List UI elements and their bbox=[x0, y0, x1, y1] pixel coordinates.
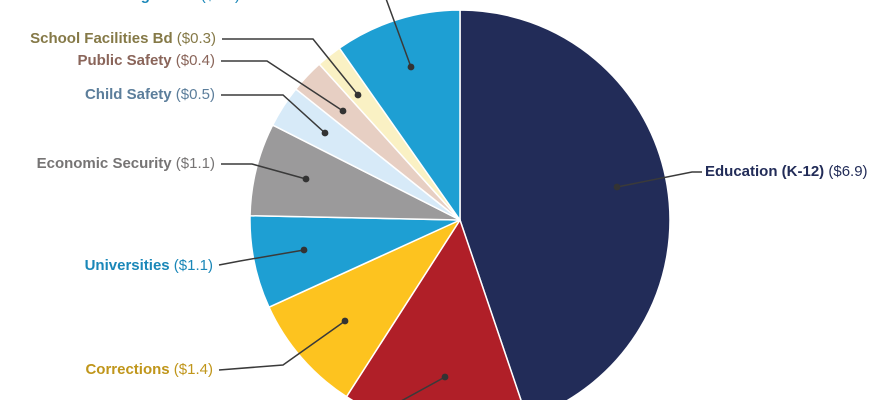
pie-slice-education-k-12[interactable] bbox=[459, 9, 671, 400]
pointer-line-child-safety bbox=[221, 94, 326, 134]
pointer-dot-public-safety bbox=[339, 107, 347, 115]
pointer-line-school-facilities-bd bbox=[222, 38, 359, 96]
pointer-dot-unlabeled bbox=[441, 373, 449, 381]
pointer-dot-school-facilities-bd bbox=[354, 91, 362, 99]
pointer-dot-education-k-12 bbox=[613, 183, 621, 191]
pointer-dot-economic-security bbox=[302, 175, 310, 183]
pointer-line-public-safety bbox=[221, 60, 344, 112]
pointer-line-unlabeled bbox=[401, 376, 446, 400]
pie-slice-other-agencies[interactable] bbox=[338, 9, 461, 221]
pointer-line-economic-security bbox=[221, 163, 307, 180]
pointer-line-corrections bbox=[218, 320, 346, 371]
pie-slice-unlabeled[interactable] bbox=[345, 219, 527, 400]
pointer-line-universities bbox=[218, 249, 305, 266]
pie-slice-corrections[interactable] bbox=[268, 219, 461, 398]
pointer-dot-corrections bbox=[341, 317, 349, 325]
pointer-dot-child-safety bbox=[321, 129, 329, 137]
pointer-dot-universities bbox=[300, 246, 308, 254]
pointer-dot-other-agencies bbox=[407, 63, 415, 71]
pointer-line-education-k-12 bbox=[616, 171, 702, 188]
pointer-line-other-agencies bbox=[385, 0, 412, 68]
